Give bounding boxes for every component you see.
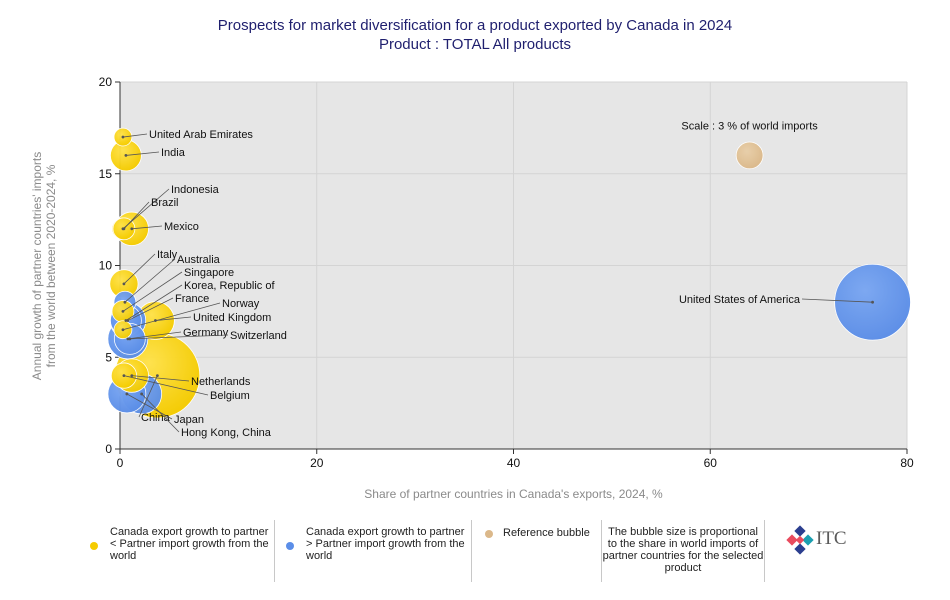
- reference-bubble-label: Scale : 3 % of world imports: [681, 120, 818, 132]
- legend-item-lower-growth: Canada export growth to partner < Partne…: [80, 520, 270, 582]
- leader-line-united-arab-emirates: [122, 133, 148, 138]
- y-tick-label: 5: [105, 350, 112, 364]
- legend-item-higher-growth: Canada export growth to partner > Partne…: [278, 520, 473, 582]
- leader-line-china: [138, 375, 158, 418]
- legend-item-reference: Reference bubble: [475, 520, 600, 582]
- point-label-korea-republic-of: Korea, Republic of: [184, 280, 275, 292]
- leader-line-italy: [123, 253, 156, 285]
- leader-line-korea-republic-of: [125, 284, 183, 321]
- point-label-mexico: Mexico: [164, 221, 199, 233]
- bubble-chart: 0 20 40 60 80 0 5 10 15 20 Share of partner countr…: [30, 75, 914, 501]
- y-tick-label: 0: [105, 442, 112, 456]
- legend: Canada export growth to partner < Partne…: [80, 520, 880, 582]
- anchor-dot-united-kingdom: [154, 319, 157, 322]
- point-label-belgium: Belgium: [210, 390, 250, 402]
- x-axis-title: Share of partner countries in Canada's e…: [364, 487, 663, 501]
- anchor-dot-japan: [125, 392, 129, 396]
- legend-reference-dot-icon: [485, 530, 493, 538]
- chart-title: Prospects for market diversification for…: [217, 17, 733, 34]
- leader-line-hong-kong-china: [141, 393, 180, 433]
- leader-line-united-kingdom: [155, 316, 192, 321]
- legend-label-lower: Canada export growth to partner < Partne…: [110, 526, 269, 562]
- leader-line-india: [125, 151, 160, 156]
- x-tick-label: 20: [310, 456, 324, 470]
- leader-line-norway: [122, 302, 221, 331]
- y-tick-label: 20: [99, 75, 113, 89]
- x-tick-label: 0: [117, 456, 124, 470]
- y-tick-label: 15: [99, 167, 113, 181]
- leader-line-singapore: [122, 271, 183, 312]
- anchor-dot-hong-kong-china: [140, 392, 144, 396]
- chart-subtitle: Product : TOTAL All products: [378, 36, 572, 53]
- point-label-united-kingdom: United Kingdom: [193, 312, 271, 324]
- anchor-dot-india: [124, 154, 128, 157]
- anchor-dot-brazil: [122, 227, 126, 231]
- anchor-dot-switzerland: [128, 337, 132, 341]
- point-label-norway: Norway: [222, 298, 260, 310]
- anchor-dot-germany: [126, 337, 130, 341]
- point-label-singapore: Singapore: [184, 267, 234, 279]
- point-label-france: France: [175, 293, 209, 305]
- y-axis-title-line1: Annual growth of partner countries' impo…: [30, 152, 44, 380]
- legend-divider: [764, 520, 765, 582]
- chart-title-block: Prospects for market diversification for…: [0, 16, 950, 54]
- point-label-brazil: Brazil: [151, 197, 179, 209]
- y-tick-label: 10: [99, 259, 113, 273]
- point-label-netherlands: Netherlands: [191, 376, 251, 388]
- legend-label-reference: Reference bubble: [503, 527, 590, 539]
- leader-line-netherlands: [131, 375, 190, 382]
- point-label-china: China: [141, 412, 171, 424]
- anchor-dot-mexico: [130, 227, 134, 231]
- point-label-united-states-of-america: United States of America: [679, 294, 801, 306]
- anchor-dot-united-arab-emirates: [121, 135, 125, 139]
- legend-divider: [601, 520, 602, 582]
- point-label-germany: Germany: [183, 327, 229, 339]
- bubble-scale-3-of-world-imports: [735, 141, 764, 170]
- x-tick-label: 40: [507, 456, 521, 470]
- legend-yellow-dot-icon: [90, 542, 98, 550]
- anchor-dot-united-states-of-america: [871, 300, 874, 304]
- leader-line-switzerland: [129, 334, 229, 340]
- legend-divider: [274, 520, 275, 582]
- legend-divider: [471, 520, 472, 582]
- leader-line-australia: [124, 258, 176, 303]
- anchor-dot-netherlands: [130, 374, 134, 377]
- anchor-dot-belgium: [122, 374, 126, 377]
- anchor-dot-norway: [121, 328, 125, 332]
- point-label-switzerland: Switzerland: [230, 330, 287, 342]
- point-label-indonesia: Indonesia: [171, 184, 220, 196]
- anchor-dot-china: [155, 374, 159, 377]
- x-tick-label: 80: [900, 456, 914, 470]
- x-tick-label: 60: [704, 456, 718, 470]
- anchor-dot-italy: [122, 282, 126, 286]
- itc-logo-text: ITC: [816, 528, 847, 549]
- point-label-italy: Italy: [157, 249, 178, 261]
- point-label-united-arab-emirates: United Arab Emirates: [149, 129, 253, 141]
- anchor-dot-australia: [123, 300, 127, 304]
- anchor-dot-france: [126, 319, 130, 322]
- leader-line-mexico: [131, 225, 163, 230]
- itc-logo-icon: [786, 525, 814, 555]
- legend-item-size-note: The bubble size is proportional to the s…: [602, 520, 764, 582]
- leader-line-japan: [126, 393, 173, 420]
- leader-line-brazil: [123, 201, 150, 230]
- leader-line-france: [127, 297, 174, 321]
- point-label-japan: Japan: [174, 414, 204, 426]
- leader-line-germany: [127, 331, 182, 340]
- leader-line-belgium: [123, 375, 209, 396]
- point-label-australia: Australia: [177, 254, 221, 266]
- anchor-dot-korea-republic-of: [124, 319, 128, 322]
- anchor-dot-singapore: [121, 309, 125, 313]
- y-axis-title-line2: from the world between 2020-2024, %: [44, 164, 58, 367]
- legend-blue-dot-icon: [286, 542, 294, 550]
- legend-label-higher: Canada export growth to partner > Partne…: [306, 526, 465, 562]
- point-label-india: India: [161, 147, 186, 159]
- point-label-hong-kong-china: Hong Kong, China: [181, 427, 272, 439]
- leader-line-united-states-of-america: [801, 298, 873, 303]
- legend-size-note: The bubble size is proportional to the s…: [602, 526, 764, 574]
